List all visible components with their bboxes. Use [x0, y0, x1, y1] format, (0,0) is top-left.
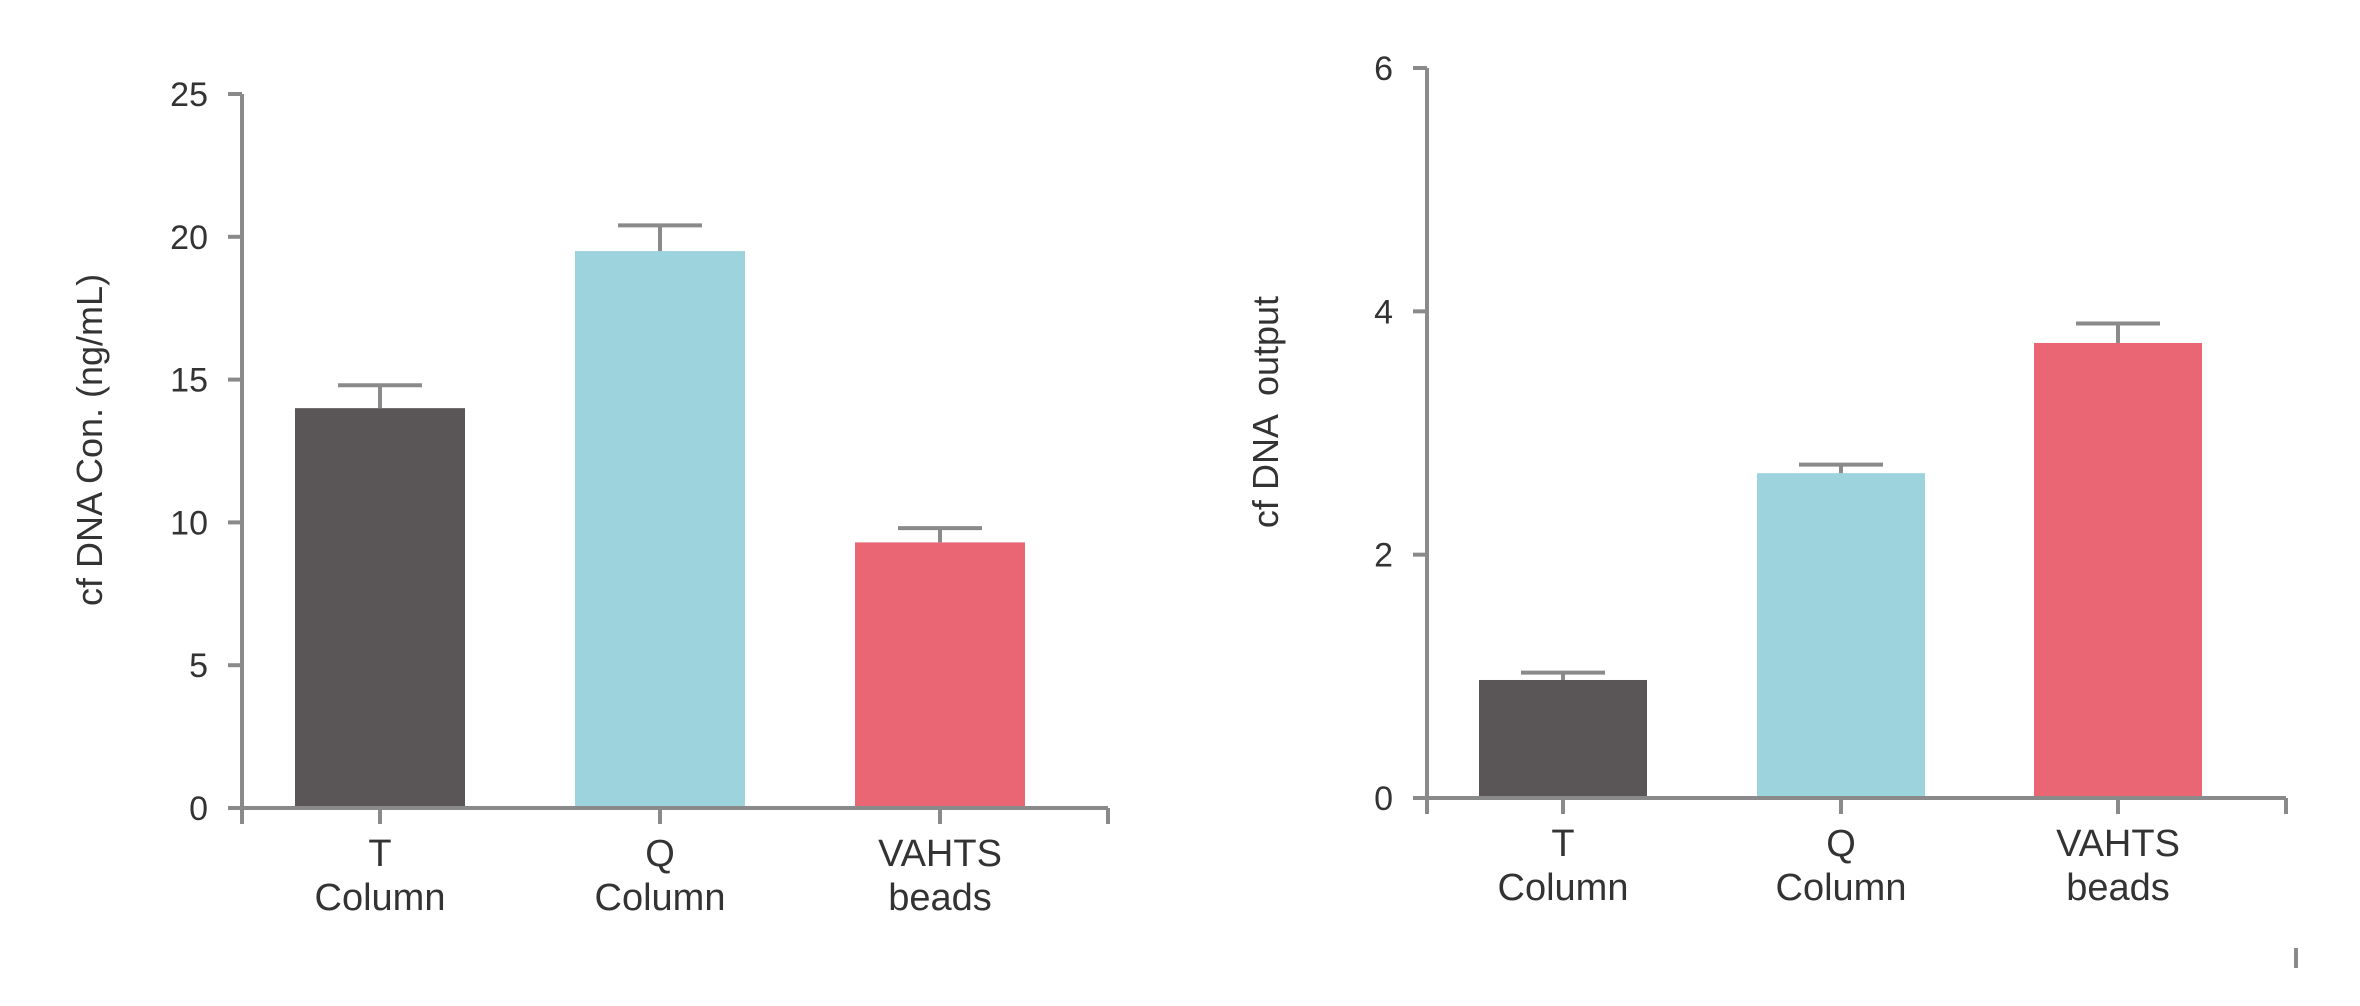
x-tick-label: beads — [888, 877, 992, 919]
y-axis-title: cf DNA Con. (ng/mL) — [69, 274, 110, 606]
x-tick-label: T — [368, 833, 391, 875]
bar-0 — [1479, 679, 1647, 798]
y-tick-label: 4 — [1374, 293, 1393, 331]
bar-1 — [575, 251, 745, 808]
x-tick-label: VAHTS — [2056, 823, 2180, 865]
x-tick-label: Column — [1776, 867, 1907, 909]
y-tick-label: 15 — [170, 362, 208, 400]
bar-1 — [1757, 473, 1925, 798]
y-tick-label: 0 — [189, 790, 208, 828]
y-tick-label: 20 — [170, 219, 208, 257]
x-tick-label: VAHTS — [878, 833, 1002, 875]
bar-2 — [855, 542, 1025, 808]
y-tick-label: 10 — [170, 504, 208, 542]
y-axis-title: cf DNA output — [1245, 296, 1286, 528]
bar-0 — [295, 408, 465, 808]
y-tick-label: 5 — [189, 647, 208, 685]
x-tick-label: Q — [1826, 823, 1856, 865]
y-tick-label: 25 — [170, 76, 208, 114]
x-tick-label: Column — [1498, 867, 1629, 909]
x-tick-label: Column — [595, 877, 726, 919]
y-tick-label: 6 — [1374, 50, 1393, 88]
x-tick-label: beads — [2066, 867, 2170, 909]
y-tick-label: 0 — [1374, 780, 1393, 818]
x-tick-label: T — [1551, 823, 1574, 865]
x-tick-label: Q — [645, 833, 675, 875]
y-tick-label: 2 — [1374, 537, 1393, 575]
x-tick-label: Column — [315, 877, 446, 919]
bar-2 — [2034, 342, 2202, 798]
